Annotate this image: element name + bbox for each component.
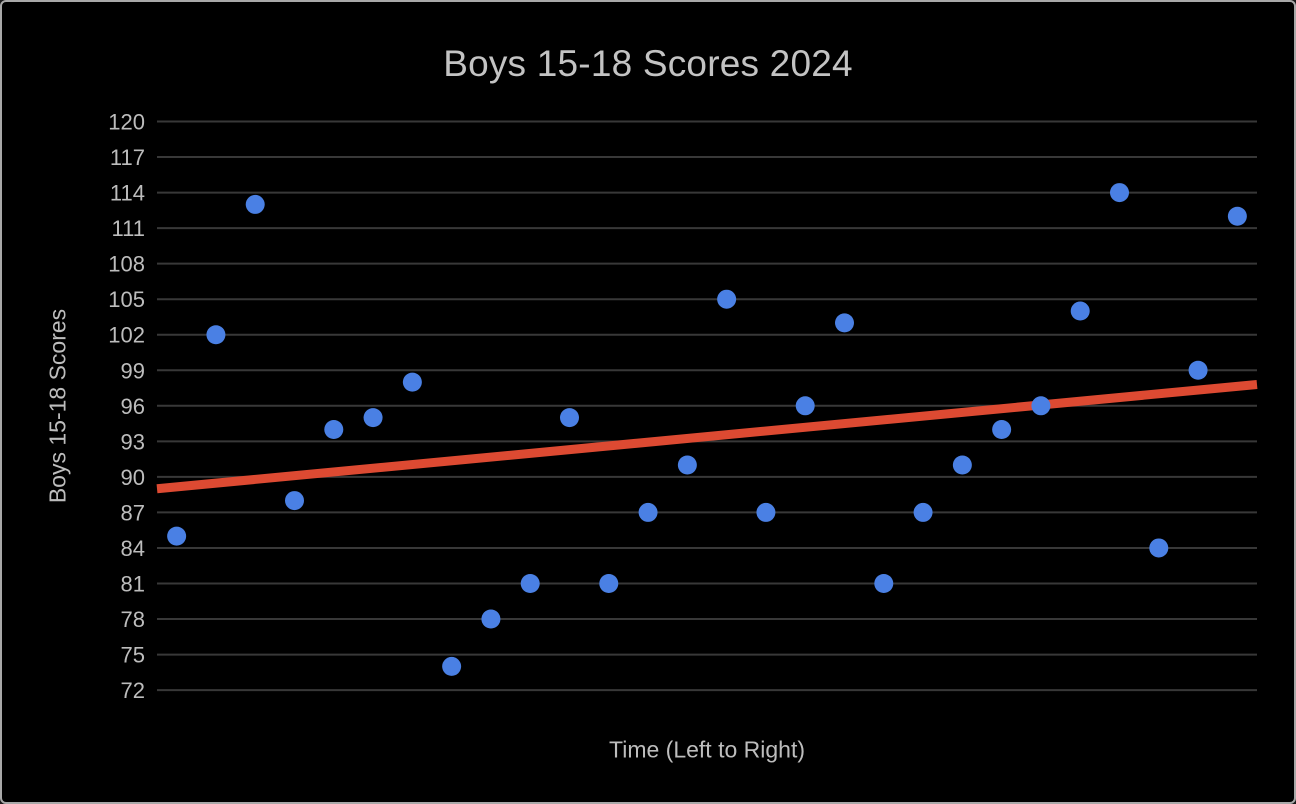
data-point[interactable] [1070, 301, 1090, 321]
chart-title: Boys 15-18 Scores 2024 [443, 43, 853, 84]
y-tick-label: 72 [121, 678, 145, 703]
y-tick-label: 111 [112, 216, 145, 241]
y-tick-label: 114 [110, 181, 145, 206]
y-tick-label: 105 [108, 287, 145, 312]
y-tick-label: 84 [121, 536, 145, 561]
y-tick-label: 102 [108, 323, 145, 348]
data-point[interactable] [1227, 206, 1247, 226]
y-tick-label: 108 [108, 252, 145, 277]
data-point[interactable] [167, 526, 187, 546]
data-points-group [167, 183, 1247, 676]
data-point[interactable] [402, 372, 422, 392]
data-point[interactable] [599, 573, 619, 593]
data-point[interactable] [1149, 538, 1169, 558]
y-tick-label: 90 [121, 465, 145, 490]
data-point[interactable] [1110, 183, 1129, 203]
trendline-group [156, 379, 1258, 494]
y-tick-label: 117 [110, 145, 145, 170]
data-point[interactable] [913, 502, 933, 522]
data-point[interactable] [835, 313, 854, 333]
data-point[interactable] [206, 325, 226, 345]
data-point[interactable] [795, 396, 815, 416]
y-tick-label: 99 [121, 358, 145, 383]
data-point[interactable] [520, 573, 540, 593]
data-point[interactable] [324, 419, 344, 439]
data-point[interactable] [285, 491, 304, 511]
data-point[interactable] [1031, 396, 1051, 416]
y-tick-labels-group: 72 75 78 81 84 87 90 93 96 99 102 105 108 111 114 117 12… [108, 110, 145, 704]
data-point[interactable] [677, 455, 697, 475]
gridlines-group [157, 120, 1257, 692]
data-point[interactable] [481, 609, 501, 629]
data-point[interactable] [874, 573, 894, 593]
data-point[interactable] [1188, 360, 1208, 380]
y-tick-label: 75 [121, 643, 145, 668]
x-axis-title: Time (Left to Right) [609, 736, 805, 763]
y-tick-label: 81 [121, 571, 145, 596]
data-point[interactable] [952, 455, 972, 475]
data-point[interactable] [442, 656, 462, 676]
y-tick-label: 78 [121, 607, 145, 632]
y-tick-label: 120 [108, 110, 145, 135]
data-point[interactable] [363, 408, 383, 428]
data-point[interactable] [992, 419, 1012, 439]
data-point[interactable] [560, 408, 579, 428]
data-point[interactable] [638, 502, 658, 522]
y-tick-label: 96 [121, 394, 145, 419]
y-tick-label: 93 [121, 429, 145, 454]
trend-line [156, 379, 1258, 494]
data-point[interactable] [717, 289, 737, 309]
data-point[interactable] [756, 502, 776, 522]
data-point[interactable] [245, 194, 265, 214]
y-tick-label: 87 [121, 500, 145, 525]
